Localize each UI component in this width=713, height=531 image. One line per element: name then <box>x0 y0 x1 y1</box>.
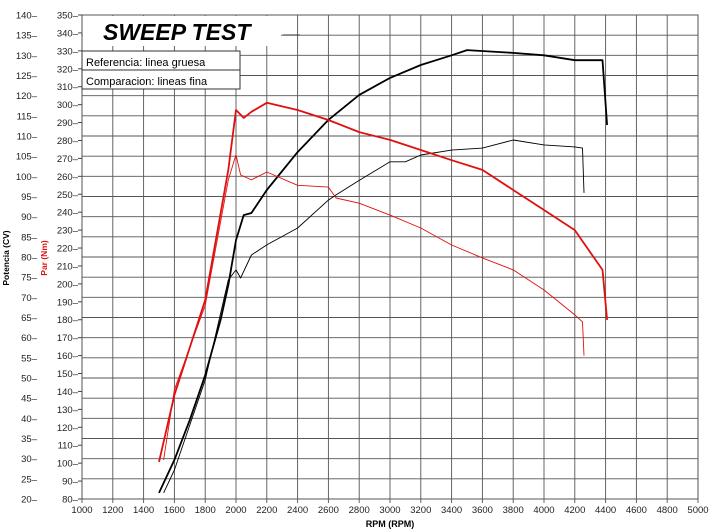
torque-tick-label: 120– <box>57 423 79 434</box>
torque-tick-label: 110– <box>58 441 79 452</box>
torque-tick-label: 350– <box>57 11 79 22</box>
series-line-torque-thick <box>158 101 608 463</box>
legend-item-comparison: Comparacion: lineas fina <box>86 76 208 88</box>
x-axis-label: RPM (RPM) <box>366 519 415 529</box>
x-tick-label: 2400 <box>287 505 308 516</box>
power-tick-label: 20– <box>21 495 38 506</box>
torque-tick-label: 330– <box>57 46 79 57</box>
torque-tick-label: 90– <box>62 477 79 488</box>
power-tick-label: 50– <box>21 374 38 385</box>
torque-tick-label: 290– <box>57 118 79 129</box>
x-tick-label: 1600 <box>164 505 185 516</box>
x-tick-label: 3400 <box>441 505 462 516</box>
y-axis-label-torque: Par (Nm) <box>39 240 49 276</box>
torque-tick-label: 260– <box>57 172 79 183</box>
torque-tick-label: 220– <box>57 244 79 255</box>
power-tick-label: 140– <box>16 11 38 22</box>
x-tick-label: 4000 <box>533 505 554 516</box>
power-tick-label: 110– <box>17 132 38 143</box>
x-tick-label: 3600 <box>472 505 493 516</box>
torque-tick-label: 100– <box>57 459 79 470</box>
power-tick-label: 100– <box>16 172 38 183</box>
x-tick-label: 4800 <box>657 505 678 516</box>
x-tick-label: 2800 <box>349 505 370 516</box>
power-tick-label: 25– <box>21 474 38 485</box>
power-tick-label: 35– <box>21 434 38 445</box>
torque-tick-label: 160– <box>57 351 79 362</box>
power-tick-label: 30– <box>21 454 38 465</box>
power-tick-label: 85– <box>21 232 38 243</box>
legend-item-reference: Referencia: linea gruesa <box>86 57 206 69</box>
torque-tick-label: 150– <box>57 369 79 380</box>
x-tick-label: 1400 <box>133 505 154 516</box>
x-tick-label: 3200 <box>410 505 431 516</box>
series-line-torque-thin <box>163 154 585 460</box>
torque-tick-label: 230– <box>57 226 79 237</box>
torque-tick-label: 170– <box>57 333 79 344</box>
torque-tick-label: 180– <box>57 315 79 326</box>
x-tick-label: 3800 <box>503 505 524 516</box>
torque-tick-label: 320– <box>57 64 79 75</box>
power-tick-label: 120– <box>16 91 38 102</box>
power-tick-label: 60– <box>21 333 38 344</box>
torque-tick-label: 340– <box>57 28 79 39</box>
power-tick-label: 75– <box>21 273 38 284</box>
torque-tick-label: 130– <box>57 405 79 416</box>
x-tick-label: 2600 <box>318 505 339 516</box>
torque-tick-label: 310– <box>57 82 79 93</box>
title-box <box>83 16 281 46</box>
power-tick-label: 130– <box>16 51 38 62</box>
x-tick-label: 2200 <box>256 505 277 516</box>
power-tick-label: 135– <box>16 31 38 42</box>
x-tick-label: 3000 <box>379 505 400 516</box>
torque-tick-label: 210– <box>57 261 79 272</box>
power-tick-label: 55– <box>21 353 38 364</box>
y-axis-label-power: Potencia (CV) <box>1 230 11 285</box>
power-tick-label: 45– <box>21 394 38 405</box>
power-tick-label: 65– <box>21 313 38 324</box>
x-tick-label: 4400 <box>595 505 616 516</box>
power-tick-label: 95– <box>21 192 38 203</box>
chart-title: SWEEP TEST <box>103 19 252 45</box>
torque-tick-label: 280– <box>57 136 79 147</box>
x-tick-label: 1800 <box>195 505 216 516</box>
power-tick-label: 80– <box>21 253 38 264</box>
x-tick-label: 4600 <box>626 505 647 516</box>
power-tick-label: 115– <box>17 111 38 122</box>
power-tick-label: 125– <box>16 71 38 82</box>
torque-tick-label: 140– <box>57 387 79 398</box>
torque-tick-label: 300– <box>57 100 79 111</box>
torque-tick-label: 80– <box>62 495 79 506</box>
power-tick-label: 105– <box>16 152 38 163</box>
x-tick-label: 1000 <box>71 505 92 516</box>
x-tick-label: 4200 <box>564 505 585 516</box>
x-tick-label: 2000 <box>225 505 246 516</box>
torque-tick-label: 240– <box>57 208 79 219</box>
x-tick-label: 5000 <box>687 505 708 516</box>
power-tick-label: 70– <box>21 293 38 304</box>
power-tick-label: 40– <box>21 414 38 425</box>
torque-tick-label: 200– <box>57 279 79 290</box>
legend: Referencia: linea gruesa Comparacion: li… <box>81 50 241 90</box>
power-tick-label: 90– <box>21 212 38 223</box>
series-line-power-thin <box>163 139 585 494</box>
series-line-power-thick <box>158 49 608 494</box>
x-tick-label: 1200 <box>102 505 123 516</box>
torque-tick-label: 270– <box>57 154 79 165</box>
torque-tick-label: 190– <box>57 297 79 308</box>
torque-tick-label: 250– <box>57 190 79 201</box>
